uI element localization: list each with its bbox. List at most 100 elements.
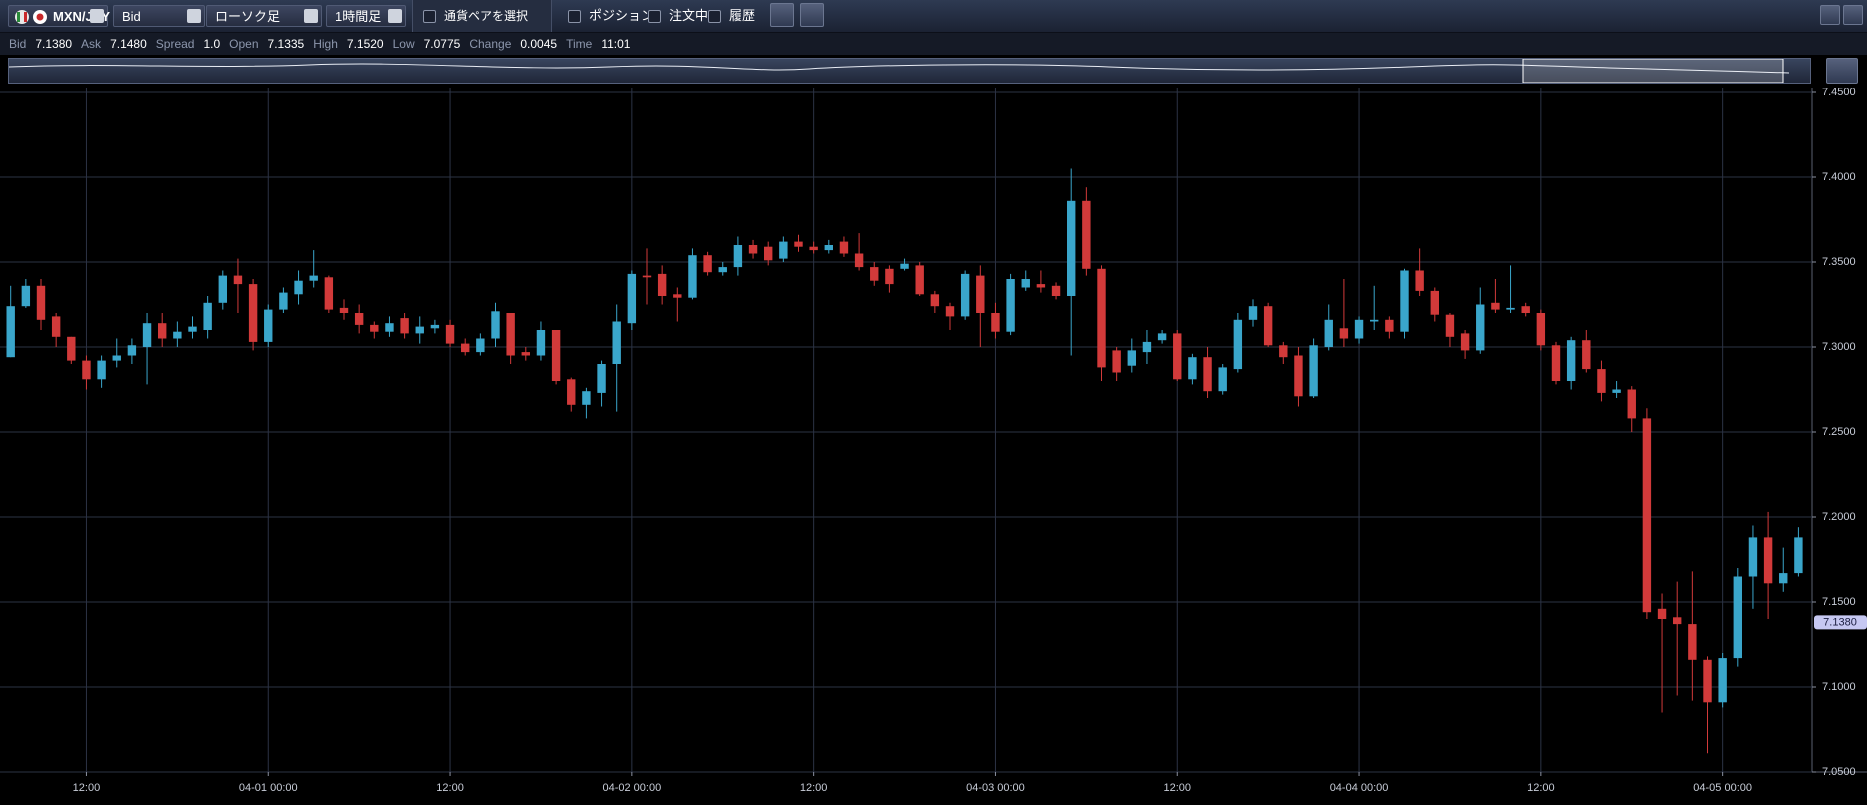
candle-body [1506,307,1515,310]
candle-body [885,268,894,285]
price-type: Bid [122,9,141,24]
candle-body [960,273,970,317]
candle-body [1279,345,1288,358]
candle-body [1688,624,1697,660]
candle-body [839,241,849,254]
candle-body [1203,357,1212,392]
candle-body [521,352,530,356]
candle-body [1566,340,1576,381]
quote-bar: Bid 7.1380 Ask 7.1480 Spread 1.0 Open 7.1335 Hig… [0,33,1867,55]
flags [15,10,47,24]
x-tick-label: 12:00 [73,782,101,794]
history-toggle[interactable]: 履歴 [708,5,755,27]
tool-button[interactable] [800,3,824,27]
candle-body [188,326,197,332]
candle-body [718,267,727,273]
y-tick-label: 7.2000 [1822,511,1856,523]
candle-body [1309,345,1318,397]
candle-body [461,343,470,353]
candle-body [748,245,758,254]
candle-body [97,360,106,380]
y-tick-label: 7.4000 [1822,171,1856,183]
select-pair[interactable]: 通貨ペアを選択 [412,0,552,32]
candle-body [1188,357,1197,380]
positions-toggle[interactable]: ポジション [568,5,654,27]
zoom-button[interactable] [1826,58,1858,84]
quote-label: Time [566,37,593,51]
candle-body [51,316,61,337]
candle-body [1370,319,1379,322]
candle-body [430,324,440,329]
navigator[interactable] [8,58,1811,84]
candle-body [6,306,15,358]
candle-body [1021,279,1030,288]
candle-body [1491,302,1500,310]
positions-label: ポジション [589,8,655,23]
candle-body [1400,270,1409,332]
chart: 7.0500 7.1000 7.1500 7.2000 7.2500 7.3000 7.35… [0,88,1867,794]
timeframe-select[interactable]: 1時間足 [326,5,406,27]
candle-body [1657,608,1667,619]
candle-body [703,255,712,273]
x-tick-label: 12:00 [800,782,828,794]
candle-body [385,323,394,332]
x-tick-label: 04-03 00:00 [966,782,1025,794]
candle-body [870,267,879,281]
candle-body [1097,268,1106,368]
candle-body [1445,314,1455,337]
pair: MXN/JPY [53,9,111,24]
orders-toggle[interactable]: 注文中 [648,5,708,27]
candle-body [930,294,940,307]
x-tick-label: 12:00 [1163,782,1191,794]
candle-body [1263,306,1273,346]
candle-body [1642,418,1652,613]
candle-body [1415,270,1424,291]
candle-body [445,324,455,344]
popout-button[interactable] [1843,5,1863,25]
pair-selector[interactable]: MXN/JPY [8,5,111,27]
quote-label: Low [392,37,415,51]
tool-button[interactable] [770,3,794,27]
candle-body [1748,537,1758,577]
candle-body [567,379,576,405]
candle-body [1521,306,1530,313]
candle-body [400,318,409,334]
candle-body [551,330,561,381]
candle-body [506,313,515,356]
candle-body [370,324,379,332]
chart-style: ローソク足 [215,9,281,24]
candle-body [1248,306,1258,320]
candle-body [1067,200,1076,296]
candle-body [82,360,91,380]
quote-label: Bid [9,37,27,51]
chart-style-select[interactable]: ローソク足 [206,5,322,27]
candle-body [1794,537,1803,574]
candle-body [158,323,167,339]
x-tick-label: 04-05 00:00 [1693,782,1752,794]
candle-body [1173,333,1182,380]
candle-body [1673,617,1682,625]
candle-body [673,294,682,298]
y-tick-label: 7.1000 [1822,681,1856,693]
candle-body [1036,284,1046,288]
quote-value: 7.1335 [267,37,305,51]
candle-body [1218,367,1227,392]
candle-body [1324,319,1333,347]
candle-body [309,275,318,281]
quote-label: Ask [81,37,102,51]
candle-body [627,273,637,324]
x-tick-label: 12:00 [1527,782,1555,794]
candle-body [794,241,803,247]
candle-body [688,255,697,298]
y-tick-label: 7.0500 [1822,766,1856,778]
candle-body [642,275,652,278]
y-tick-label: 7.3000 [1822,341,1856,353]
quote-value: 0.0045 [520,37,558,51]
candle-body [233,275,243,285]
candle-body [127,345,137,356]
settings-button[interactable] [1820,5,1840,25]
candle-body [1779,573,1788,584]
candle-body [173,331,182,339]
price-type-select[interactable]: Bid [113,5,205,27]
